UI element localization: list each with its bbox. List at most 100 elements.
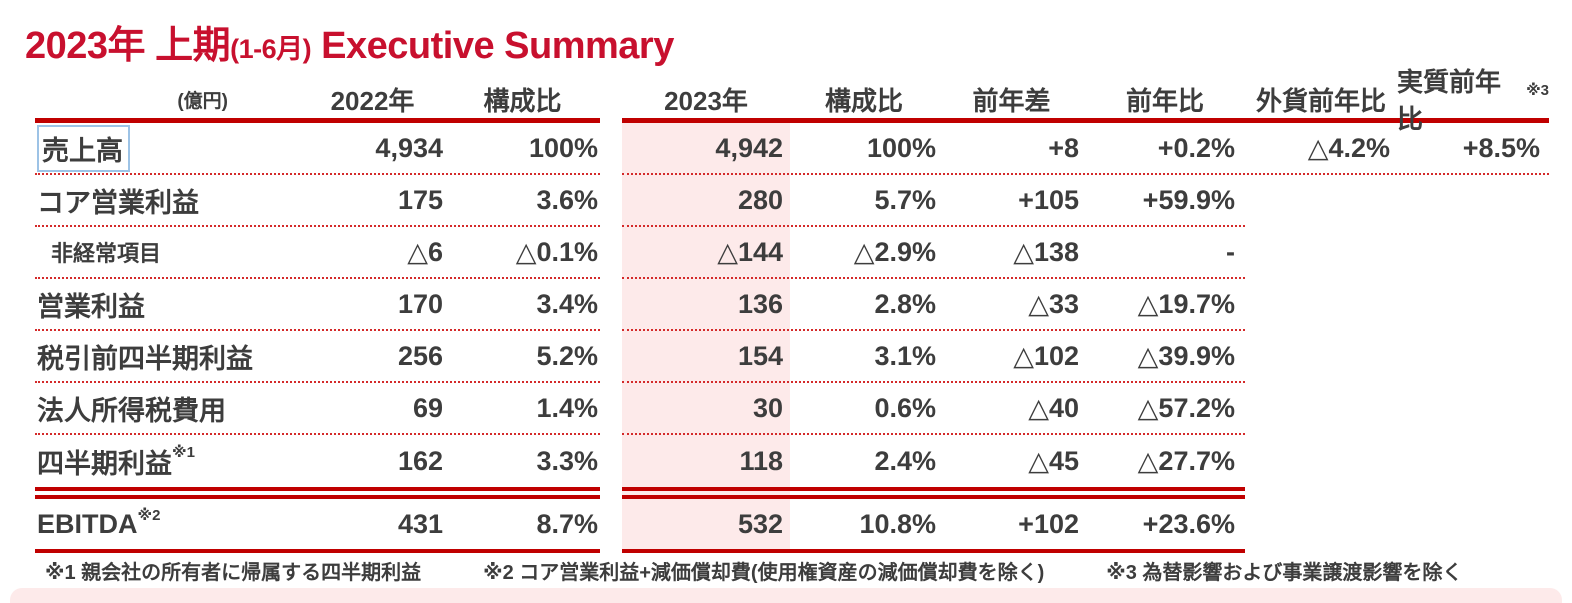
row-label-cell: 四半期利益 ※1 bbox=[37, 444, 195, 479]
cell-2023-value: 280 bbox=[737, 184, 783, 215]
cell-2023-value: 4,942 bbox=[715, 132, 783, 163]
cell-2023-value: △144 bbox=[717, 236, 783, 267]
cell-yoy-diff: +102 bbox=[1018, 508, 1079, 539]
cell-2023-share: 2.8% bbox=[874, 288, 936, 319]
bottom-accent-bar bbox=[10, 588, 1562, 603]
row-label-cell: 税引前四半期利益 bbox=[37, 343, 253, 374]
cell-2022-share: 8.7% bbox=[536, 508, 598, 539]
col-header-2022: 2022年 bbox=[330, 85, 415, 116]
table-row-ebitda: EBITDA ※2 431 8.7% 532 10.8% +102 +23.6% bbox=[35, 499, 1549, 549]
table-header-row: (億円) 2022年 構成比 2023年 構成比 前年差 前年比 外貨前年比 実… bbox=[35, 67, 1549, 134]
cell-real-yoy: +8.5% bbox=[1462, 132, 1540, 163]
cell-yoy-diff: △102 bbox=[1013, 340, 1079, 371]
table-row-quarterly-profit: 四半期利益 ※1 162 3.3% 118 2.4% △45 △27.7% bbox=[35, 435, 1549, 487]
cell-2022-value: 162 bbox=[397, 445, 443, 476]
cell-2023-value: 136 bbox=[737, 288, 783, 319]
table-row-non-recurring-items: 非経常項目 △6 △0.1% △144 △2.9% △138 - bbox=[35, 227, 1549, 279]
empty-cells bbox=[1245, 435, 1549, 487]
row-label-cell: 法人所得税費用 bbox=[37, 395, 226, 426]
cell-2022-share: 3.3% bbox=[536, 445, 598, 476]
cell-2022-share: 100% bbox=[528, 132, 598, 163]
table-row-operating-profit: 営業利益 170 3.4% 136 2.8% △33 △19.7% bbox=[35, 279, 1549, 331]
footnote-ref-2: ※2 bbox=[137, 507, 161, 524]
col-header-share-2023: 構成比 bbox=[824, 85, 903, 116]
cell-yoy-diff: △40 bbox=[1028, 392, 1079, 423]
footnote-2: ※2 コア営業利益+減価償却費(使用権資産の減価償却費を除く) bbox=[483, 562, 1045, 584]
cell-yoy-diff: △33 bbox=[1028, 288, 1079, 319]
row-label-cell: 営業利益 bbox=[37, 291, 145, 322]
cell-yoy-ratio: △39.9% bbox=[1137, 340, 1235, 371]
cell-2023-share: 2.4% bbox=[874, 445, 936, 476]
cell-2022-value: 4,934 bbox=[375, 132, 443, 163]
table-gap bbox=[600, 80, 622, 123]
table-gap bbox=[600, 123, 622, 175]
table-gap bbox=[600, 499, 622, 549]
title-english: Executive Summary bbox=[311, 25, 674, 67]
cell-2023-share: △2.9% bbox=[853, 236, 936, 267]
cell-2022-share: 5.2% bbox=[536, 340, 598, 371]
cell-fx-yoy: △4.2% bbox=[1307, 132, 1390, 163]
double-rule bbox=[35, 487, 1549, 499]
cell-2022-share: 3.4% bbox=[536, 288, 598, 319]
cell-2023-share: 100% bbox=[866, 132, 936, 163]
col-header-fx-yoy: 外貨前年比 bbox=[1255, 85, 1386, 116]
cell-2022-value: △6 bbox=[407, 236, 443, 267]
row-label-cell: コア営業利益 bbox=[37, 187, 199, 218]
cell-2023-value: 30 bbox=[752, 392, 783, 423]
table-row-profit-before-tax: 税引前四半期利益 256 5.2% 154 3.1% △102 △39.9% bbox=[35, 331, 1549, 383]
footnote-1: ※1 親会社の所有者に帰属する四半期利益 bbox=[45, 562, 422, 584]
table-gap bbox=[600, 435, 622, 487]
page-title: 2023年 上期(1-6月) Executive Summary bbox=[25, 14, 674, 69]
empty-cells bbox=[1245, 499, 1549, 549]
footnote-ref-3: ※3 bbox=[1526, 82, 1549, 99]
cell-2022-value: 69 bbox=[412, 392, 443, 423]
cell-yoy-ratio: △19.7% bbox=[1137, 288, 1235, 319]
unit-label: (億円) bbox=[177, 90, 228, 112]
empty-cells bbox=[1245, 331, 1549, 383]
col-header-share-2022: 構成比 bbox=[483, 85, 562, 116]
table-gap bbox=[600, 383, 622, 435]
cell-2022-value: 431 bbox=[397, 508, 443, 539]
cell-2023-share: 3.1% bbox=[874, 340, 936, 371]
cell-yoy-ratio: +23.6% bbox=[1142, 508, 1235, 539]
title-month-range: (1-6月) bbox=[230, 34, 312, 64]
cell-yoy-diff: △45 bbox=[1028, 445, 1079, 476]
table-gap bbox=[600, 279, 622, 331]
cell-2023-share: 0.6% bbox=[874, 392, 936, 423]
table-gap bbox=[600, 331, 622, 383]
cell-2022-share: 1.4% bbox=[536, 392, 598, 423]
cell-2022-share: 3.6% bbox=[536, 184, 598, 215]
empty-cells bbox=[1245, 383, 1549, 435]
cell-yoy-diff: △138 bbox=[1013, 236, 1079, 267]
cell-yoy-ratio: △27.7% bbox=[1137, 445, 1235, 476]
footnote-3: ※3 為替影響および事業譲渡影響を除く bbox=[1106, 562, 1463, 584]
col-header-yoy-diff: 前年差 bbox=[972, 85, 1051, 116]
cell-yoy-diff: +8 bbox=[1048, 132, 1079, 163]
selected-text-box[interactable]: 売上高 bbox=[37, 124, 130, 172]
cell-2022-value: 175 bbox=[397, 184, 443, 215]
cell-2023-share: 10.8% bbox=[859, 508, 936, 539]
cell-yoy-ratio: - bbox=[1226, 236, 1235, 267]
empty-cells bbox=[1245, 175, 1549, 227]
table-row-core-operating-profit: コア営業利益 175 3.6% 280 5.7% +105 +59.9% bbox=[35, 175, 1549, 227]
bottom-rule bbox=[35, 549, 1549, 553]
table-row-net-sales: 売上高 4,934 100% 4,942 100% +8 +0.2% △4.2%… bbox=[35, 123, 1549, 175]
cell-yoy-diff: +105 bbox=[1018, 184, 1079, 215]
cell-2022-value: 256 bbox=[397, 340, 443, 371]
cell-2023-value: 154 bbox=[737, 340, 783, 371]
title-year-period: 2023年 上期 bbox=[25, 25, 231, 67]
col-header-2023: 2023年 bbox=[664, 85, 748, 116]
empty-cells bbox=[1245, 279, 1549, 331]
cell-2023-value: 532 bbox=[737, 508, 783, 539]
footnotes: ※1 親会社の所有者に帰属する四半期利益 ※2 コア営業利益+減価償却費(使用権… bbox=[45, 556, 1462, 585]
cell-yoy-ratio: +0.2% bbox=[1157, 132, 1235, 163]
cell-2022-value: 170 bbox=[397, 288, 443, 319]
cell-2023-share: 5.7% bbox=[874, 184, 936, 215]
row-label-cell: EBITDA ※2 bbox=[37, 507, 161, 539]
col-header-real-yoy: 実質前年比 ※3 bbox=[1397, 67, 1549, 134]
empty-cells bbox=[1245, 227, 1549, 279]
col-header-yoy-ratio: 前年比 bbox=[1125, 85, 1204, 116]
table-gap bbox=[600, 175, 622, 227]
cell-2022-share: △0.1% bbox=[515, 236, 598, 267]
summary-table: (億円) 2022年 構成比 2023年 構成比 前年差 前年比 外貨前年比 実… bbox=[35, 67, 1549, 553]
